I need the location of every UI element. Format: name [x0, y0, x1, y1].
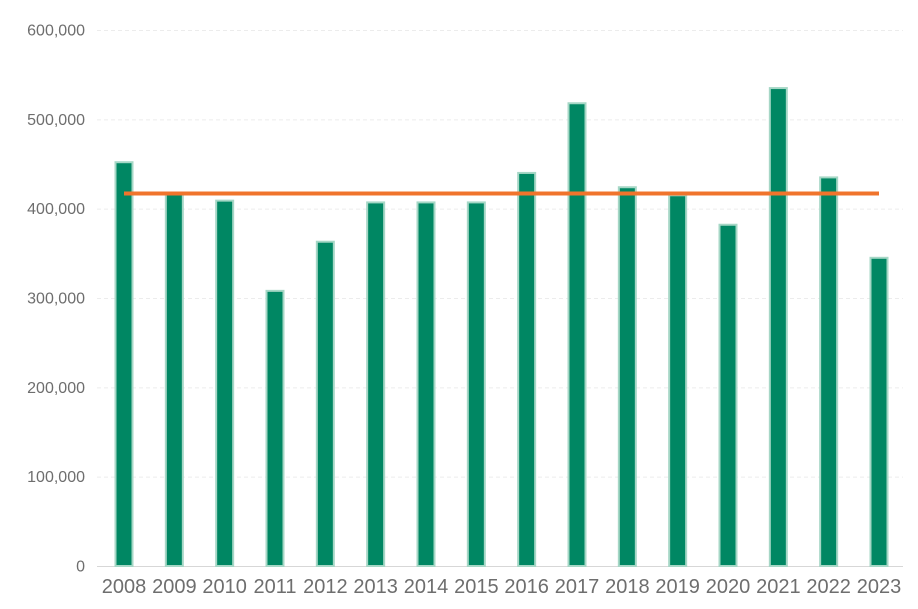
y-tick-label: 400,000: [27, 201, 85, 218]
x-tick-label-2022: 2022: [806, 576, 851, 598]
x-tick-label-2023: 2023: [857, 576, 902, 598]
bar-2010: [215, 199, 235, 567]
bar-2020: [718, 223, 738, 567]
x-tick-label-2021: 2021: [756, 576, 801, 598]
x-tick-label-2012: 2012: [303, 576, 348, 598]
x-tick-label-2010: 2010: [202, 576, 247, 598]
bar-2014: [416, 201, 436, 567]
bar-2011: [265, 289, 285, 567]
y-tick-label: 600,000: [27, 23, 85, 40]
x-tick-label-2009: 2009: [152, 576, 197, 598]
y-tick-label: 200,000: [27, 380, 85, 397]
bar-2022: [819, 176, 839, 567]
x-tick-label-2011: 2011: [253, 576, 296, 598]
y-tick-label: 100,000: [27, 469, 85, 486]
x-tick-label-2013: 2013: [353, 576, 398, 598]
y-tick-label: 0: [76, 559, 85, 576]
bar-2023: [869, 256, 889, 567]
bar-2013: [366, 201, 386, 567]
bar-2009: [164, 191, 184, 567]
bar-2017: [567, 102, 587, 567]
bar-2015: [466, 201, 486, 567]
bar-2021: [768, 87, 788, 567]
bar-2019: [668, 194, 688, 568]
y-tick-label: 500,000: [27, 112, 85, 129]
bar-2012: [315, 240, 335, 567]
x-tick-label-2015: 2015: [454, 576, 499, 598]
bar-2008: [114, 161, 134, 568]
x-tick-label-2020: 2020: [706, 576, 751, 598]
x-tick-label-2016: 2016: [504, 576, 549, 598]
x-tick-label-2019: 2019: [655, 576, 700, 598]
bar-2016: [517, 171, 537, 567]
x-tick-label-2017: 2017: [555, 576, 600, 598]
x-tick-label-2014: 2014: [404, 576, 449, 598]
x-tick-label-2018: 2018: [605, 576, 650, 598]
y-tick-label: 300,000: [27, 291, 85, 308]
bar-2018: [617, 186, 637, 567]
x-tick-label-2008: 2008: [102, 576, 147, 598]
